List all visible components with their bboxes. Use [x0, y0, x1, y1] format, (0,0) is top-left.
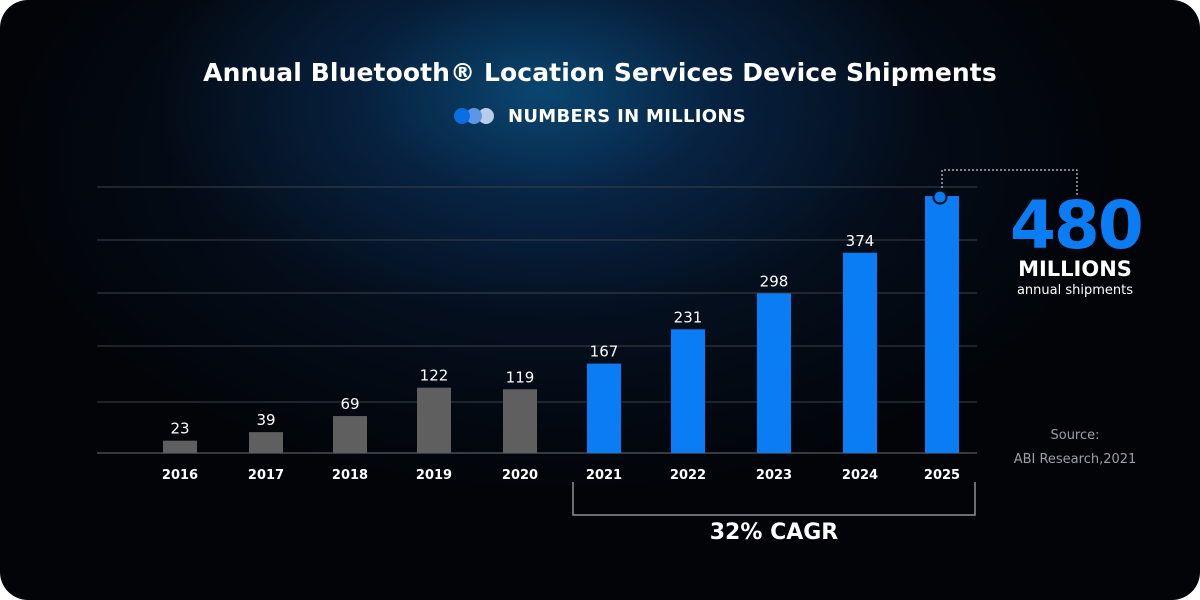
bar-2018: [333, 416, 367, 453]
bars: [163, 196, 959, 453]
value-label-2020: 119: [506, 368, 535, 386]
bar-2019: [417, 387, 451, 453]
tick-label-2021: 2021: [586, 468, 622, 483]
x-tick-labels: 2016 2017 2018 2019 2020 2021 2022 2023 2024 2025: [162, 468, 960, 483]
bar-2024: [843, 252, 877, 453]
highlight-marker: [932, 189, 948, 205]
tick-label-2023: 2023: [756, 468, 792, 483]
bar-2016: [163, 440, 197, 453]
tick-label-2019: 2019: [416, 468, 452, 483]
value-label-2024: 374: [846, 232, 875, 250]
tick-label-2024: 2024: [842, 468, 878, 483]
bar-2023: [757, 293, 791, 453]
value-label-2023: 298: [760, 272, 789, 290]
tick-label-2025: 2025: [924, 468, 960, 483]
bar-2017: [249, 432, 283, 453]
tick-label-2017: 2017: [248, 468, 284, 483]
gridlines: [97, 186, 977, 454]
tick-label-2020: 2020: [502, 468, 538, 483]
value-labels: 23 39 69 122 119 167 231 298 374: [170, 232, 874, 438]
bar-2022: [671, 329, 705, 453]
cagr-label: 32% CAGR: [709, 520, 839, 545]
annotations: [572, 169, 1078, 516]
highlight-value: 480: [1010, 187, 1144, 264]
tick-label-2022: 2022: [670, 468, 706, 483]
highlight-caption: annual shipments: [1016, 283, 1134, 298]
source-label: Source:: [1050, 428, 1100, 443]
subtitle-text: NUMBERS IN MILLIONS: [507, 106, 746, 127]
chart-title: Annual Bluetooth® Location Services Devi…: [203, 58, 997, 87]
three-dots-icon: [453, 107, 496, 125]
value-label-2019: 122: [420, 367, 449, 385]
highlight-connector: [941, 169, 1078, 196]
value-label-2016: 23: [170, 420, 189, 438]
value-label-2022: 231: [674, 308, 703, 326]
cagr-bracket: [572, 482, 976, 516]
tick-label-2018: 2018: [332, 468, 368, 483]
value-label-2017: 39: [256, 411, 275, 429]
value-label-2018: 69: [340, 395, 359, 413]
bar-2025: [925, 196, 959, 453]
chart-subtitle: NUMBERS IN MILLIONS: [0, 106, 1200, 127]
bar-2021: [587, 363, 621, 453]
bar-2020: [503, 389, 537, 453]
tick-label-2016: 2016: [162, 468, 198, 483]
source-value: ABI Research,2021: [1013, 452, 1137, 467]
highlight-unit: MILLIONS: [1018, 257, 1132, 281]
value-label-2021: 167: [590, 343, 619, 361]
